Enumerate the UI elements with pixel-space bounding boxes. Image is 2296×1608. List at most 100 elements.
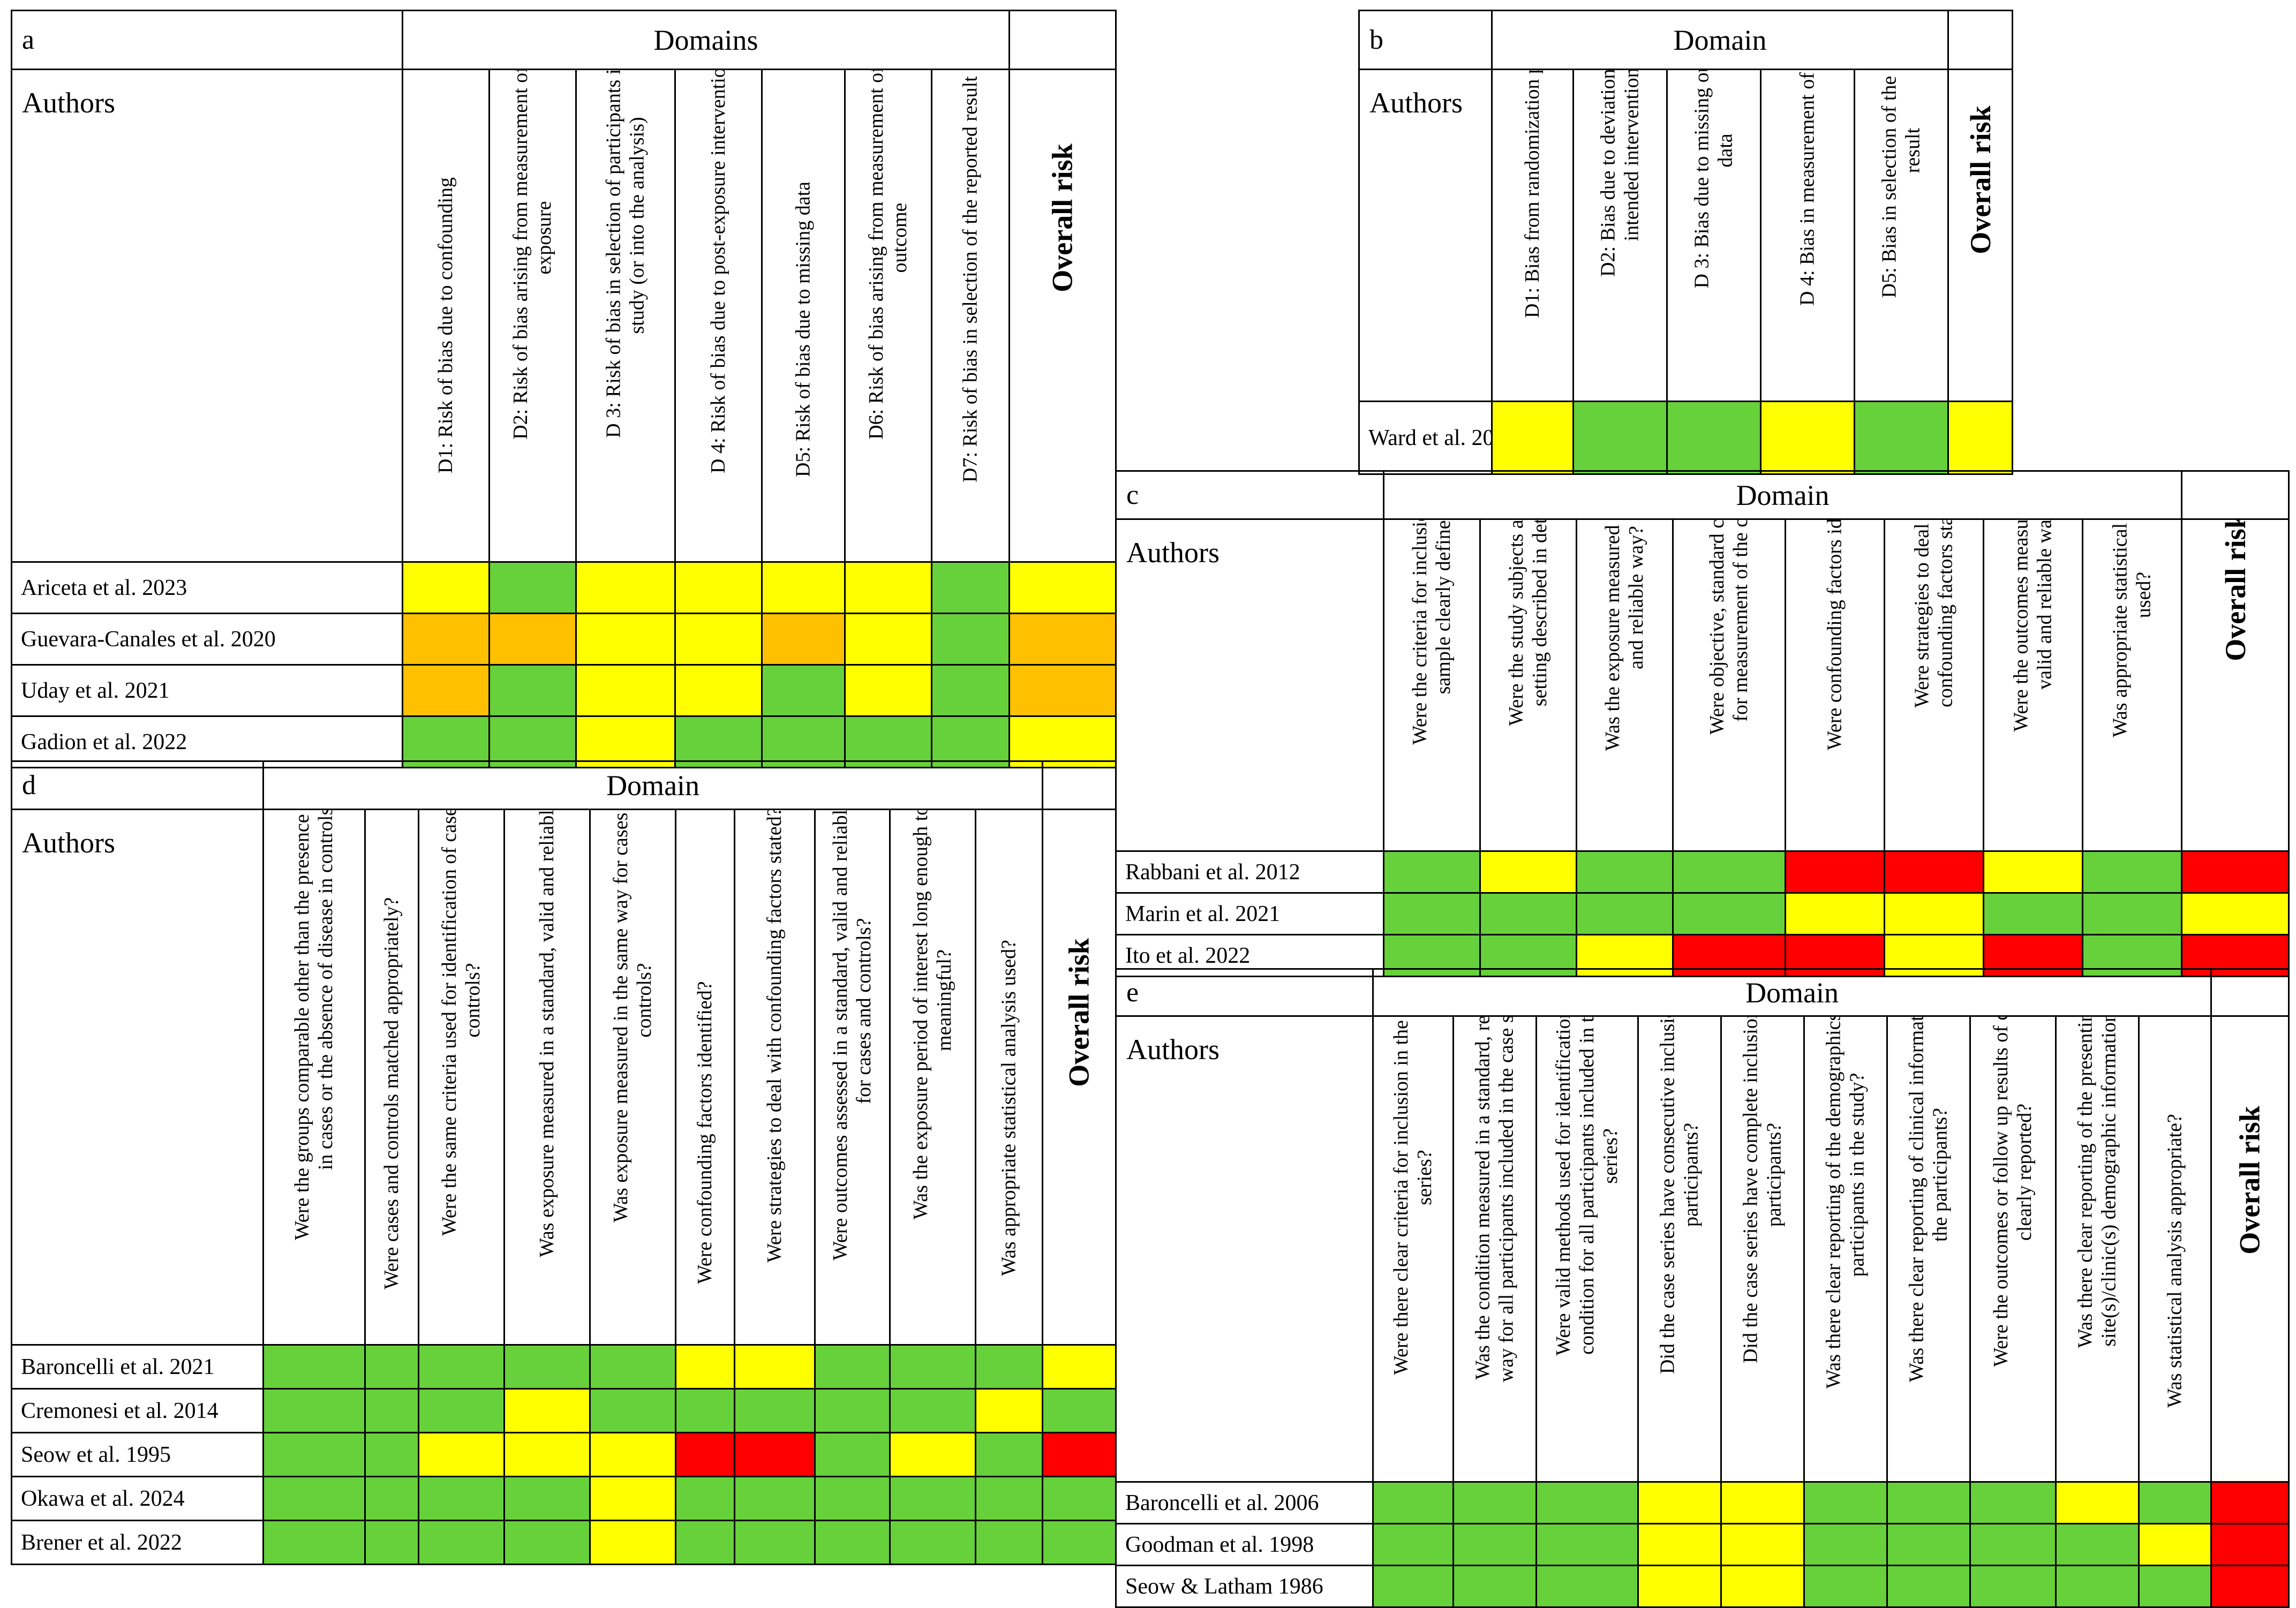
risk-cell (488, 664, 577, 717)
risk-cell (930, 715, 1011, 768)
domain-column-header: D 3: Risk of bias in selection of partic… (575, 69, 676, 563)
risk-cell (1720, 1481, 1805, 1524)
risk-cell (589, 1476, 676, 1521)
domain-column-header: Were strategies to deal with confounding… (1884, 518, 1984, 852)
risk-cell (1637, 1481, 1722, 1524)
column-header-text: D 3: Risk of bias in selection of partic… (602, 69, 648, 438)
column-header-text: D2: Bias due to deviation from intended … (1597, 69, 1643, 277)
overall-risk-cell (1042, 1344, 1117, 1390)
risk-cell (2055, 1565, 2140, 1608)
table-row: Okawa et al. 2024 (11, 1476, 1117, 1521)
column-header-text: D2: Risk of bias arising from measuremen… (509, 69, 555, 440)
overall-risk-cell (1042, 1432, 1117, 1477)
rob-table-a: a Domains Authors D1: Risk of bias due to c… (11, 10, 1117, 768)
author-cell: Uday et al. 2021 (11, 664, 403, 717)
risk-cell (575, 613, 676, 666)
column-header-text: Were strategies to deal with confounding… (1910, 519, 1956, 708)
author-cell: Seow et al. 1995 (11, 1432, 264, 1477)
column-header-text: Was the condition measured in a standard… (1471, 1016, 1517, 1383)
column-header-text: D5: Bias in selection of the reported re… (1878, 69, 1924, 298)
risk-cell (575, 561, 676, 614)
author-cell: Baroncelli et al. 2006 (1115, 1481, 1374, 1524)
domain-header-empty (2210, 968, 2290, 1017)
risk-cell (734, 1476, 816, 1521)
author-cell: Guevara-Canales et al. 2020 (11, 613, 403, 666)
risk-cell (1372, 1523, 1454, 1566)
risk-cell (1535, 1565, 1639, 1608)
risk-cell (589, 1520, 676, 1565)
risk-cell (418, 1520, 505, 1565)
risk-cell (674, 715, 763, 768)
risk-cell (2081, 892, 2183, 935)
risk-cell (974, 1520, 1044, 1565)
column-header-text: D6: Risk of bias arising from measuremen… (864, 69, 911, 440)
risk-cell (1969, 1481, 2057, 1524)
overall-risk-cell (1947, 401, 2014, 475)
table-row: Goodman et al. 1998 (1115, 1523, 2290, 1566)
column-header-text: Overall risk (1046, 144, 1079, 292)
risk-cell (674, 561, 763, 614)
column-header-text: Was the exposure period of interest long… (909, 809, 955, 1220)
risk-cell (974, 1344, 1044, 1390)
risk-cell (844, 561, 932, 614)
risk-cell (814, 1520, 891, 1565)
risk-cell (974, 1432, 1044, 1477)
risk-cell (674, 664, 763, 717)
rob-table-c: c Domain Authors Were the criteria for incl… (1115, 470, 2290, 977)
authors-header: Authors (11, 69, 403, 563)
risk-cell (1884, 892, 1984, 935)
domain-header-empty (1947, 10, 2014, 70)
author-cell: Cremonesi et al. 2014 (11, 1388, 264, 1433)
table-row: Marin et al. 2021 (1115, 892, 2290, 935)
column-header-text: Were the outcomes measured in a valid an… (2009, 519, 2056, 732)
risk-cell (402, 561, 490, 614)
risk-cell (1479, 892, 1577, 935)
rob-table-b: b Domain Authors D1: Bias from randomizatio… (1358, 10, 2014, 475)
risk-cell (1452, 1523, 1537, 1566)
domain-header: Domains (401, 10, 1011, 70)
domain-column-header: D5: Risk of bias due to missing data (761, 69, 846, 563)
column-header-text: D1: Bias from randomization process (1520, 69, 1544, 319)
author-cell: Rabbani et al. 2012 (1115, 850, 1384, 894)
panel-letter: b (1358, 10, 1493, 70)
domain-column-header: Were valid methods used for identificati… (1535, 1015, 1639, 1483)
domain-column-header: D7: Risk of bias in selection of the rep… (930, 69, 1011, 563)
risk-cell (1760, 401, 1855, 475)
risk-cell (1637, 1523, 1722, 1566)
overall-risk-cell (1008, 561, 1117, 614)
column-header-text: Were the outcomes or follow up results o… (1989, 1016, 2036, 1367)
column-header-text: Were the study subjects and the setting … (1504, 519, 1551, 726)
panel-letter: d (11, 760, 264, 810)
risk-cell (734, 1520, 816, 1565)
column-header-text: Were valid methods used for identificati… (1552, 1016, 1622, 1356)
column-header-text: Was exposure measured in the same way fo… (609, 809, 656, 1222)
column-header-text: Overall risk (2234, 1106, 2267, 1255)
risk-cell (402, 613, 490, 666)
author-cell: Gadion et al. 2022 (11, 715, 403, 768)
domain-column-header: Did the case series have consecutive inc… (1637, 1015, 1722, 1483)
risk-cell (262, 1476, 366, 1521)
column-header-text: Were strategies to deal with confounding… (763, 809, 786, 1263)
risk-cell (1886, 1481, 1971, 1524)
domain-column-header: Were cases and controls matched appropri… (364, 809, 419, 1346)
overall-risk-cell (2210, 1565, 2290, 1608)
risk-cell (418, 1388, 505, 1433)
table-row: Guevara-Canales et al. 2020 (11, 613, 1117, 666)
column-header-text: D 4: Risk of bias due to post-exposure i… (706, 69, 729, 474)
risk-cell (814, 1432, 891, 1477)
column-header-text: Was there clear reporting of the present… (2074, 1016, 2120, 1348)
column-header-text: Was exposure measured in a standard, val… (535, 809, 558, 1258)
column-header-text: Were the criteria for inclusion in the s… (1408, 519, 1455, 745)
overall-risk-header: Overall risk (1008, 69, 1117, 563)
table-row: Brener et al. 2022 (11, 1520, 1117, 1565)
risk-cell (503, 1520, 591, 1565)
risk-cell (364, 1520, 419, 1565)
domain-column-header: Were the groups comparable other than th… (262, 809, 366, 1346)
risk-cell (488, 613, 577, 666)
risk-cell (761, 664, 846, 717)
risk-cell (418, 1476, 505, 1521)
column-header-text: Were objective, standard criteria used f… (1705, 519, 1752, 735)
risk-cell (488, 561, 577, 614)
authors-header: Authors (1358, 69, 1493, 402)
column-header-text: Were confounding factors identified? (1823, 519, 1846, 751)
